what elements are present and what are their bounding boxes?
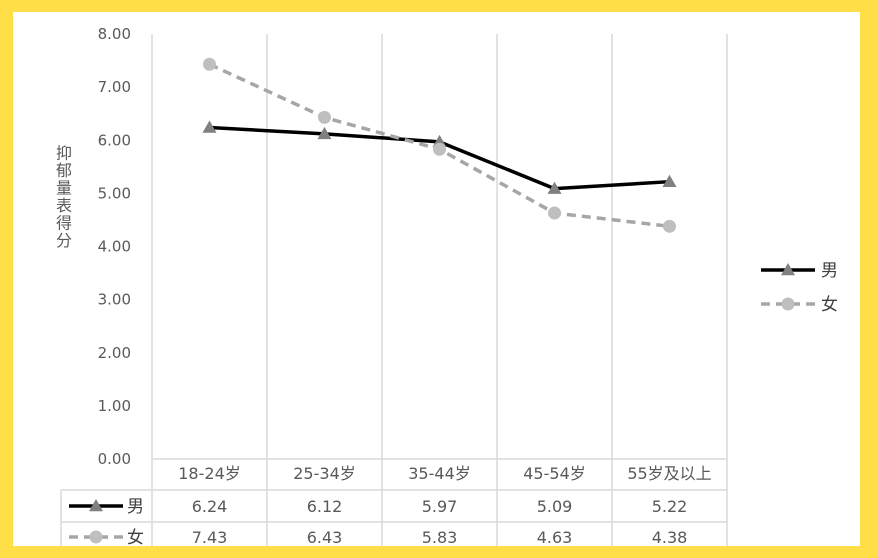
table-cell: 7.43 (192, 528, 228, 546)
data-point-2 (548, 206, 561, 220)
table-cell: 4.38 (652, 528, 688, 546)
table-cell: 5.97 (422, 497, 458, 516)
legend-label: 男 (821, 261, 838, 281)
x-category-label: 25-34岁 (293, 464, 356, 483)
table-cell: 6.12 (307, 497, 343, 516)
table-cell: 5.22 (652, 497, 688, 516)
legend-label: 女 (821, 295, 838, 315)
data-point-2 (318, 110, 331, 124)
table-cell: 4.63 (537, 528, 573, 546)
x-category-label: 45-54岁 (523, 464, 586, 483)
table-series-name: 男 (127, 497, 144, 517)
line-chart: 0.00 1.00 2.00 3.00 4.00 5.00 6.00 7.00 8.00 抑郁量… (56, 25, 838, 546)
table-legend-marker (89, 530, 103, 544)
series-lines (202, 57, 677, 233)
table-legend-marker (89, 499, 103, 512)
data-point-2 (203, 57, 216, 71)
table-cell: 5.09 (537, 497, 573, 516)
data-point-2 (433, 142, 446, 156)
data-point-1 (547, 181, 562, 194)
y-tick-label: 2.00 (98, 344, 131, 362)
table-cell: 6.43 (307, 528, 343, 546)
grid-lines (60, 34, 728, 546)
legend-marker (781, 263, 795, 276)
data-point-2 (663, 219, 676, 233)
y-tick-label: 6.00 (98, 131, 131, 149)
y-tick-label: 7.00 (98, 78, 131, 96)
x-category-label: 35-44岁 (408, 464, 471, 483)
y-tick-label: 5.00 (98, 184, 131, 202)
data-point-1 (317, 126, 332, 140)
y-tick-label: 8.00 (98, 25, 131, 43)
table-cell: 6.24 (192, 497, 228, 516)
y-tick-label: 4.00 (98, 238, 131, 256)
y-axis-ticks: 0.00 1.00 2.00 3.00 4.00 5.00 6.00 7.00 8.00 (98, 25, 131, 468)
legend: 男女 (761, 261, 838, 315)
data-point-1 (202, 120, 217, 133)
table-series-name: 女 (127, 528, 144, 546)
x-category-label: 18-24岁 (178, 464, 241, 483)
table-cell: 5.83 (422, 528, 458, 546)
y-tick-label: 0.00 (98, 450, 131, 468)
data-point-1 (662, 174, 677, 187)
y-tick-label: 1.00 (98, 397, 131, 415)
x-category-label: 55岁及以上 (627, 464, 711, 483)
chart-frame: 0.00 1.00 2.00 3.00 4.00 5.00 6.00 7.00 8.00 抑郁量… (13, 12, 860, 546)
y-axis-label: 抑郁量表得分 (56, 143, 72, 250)
y-tick-label: 3.00 (98, 291, 131, 309)
legend-marker (781, 297, 795, 311)
